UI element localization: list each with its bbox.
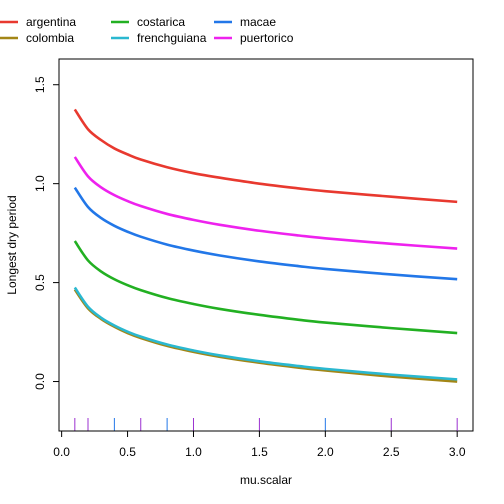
legend-label: colombia [26,31,74,45]
series-lines [73,108,458,383]
series-line-costarica [73,240,458,335]
y-tick-label: 0.0 [33,373,47,390]
rug-marks [74,418,458,431]
x-axis: 0.0 0.5 1.0 1.5 2.0 2.5 3.0 [53,430,466,459]
x-axis-label: mu.scalar [240,473,292,487]
y-axis-label: Longest dry period [5,195,19,294]
legend-label: costarica [137,15,185,29]
legend: argentina colombia costarica frenchguiana ma… [0,15,294,45]
legend-label: puertorico [240,31,294,45]
y-tick-label: 0.5 [33,274,47,291]
legend-item-puertorico: puertorico [214,31,294,45]
x-tick-label: 0.5 [119,445,136,459]
x-tick-label: 1.0 [185,445,202,459]
x-tick-label: 2.0 [317,445,334,459]
y-axis: 0.0 0.5 1.0 1.5 [33,76,60,390]
legend-item-costarica: costarica [111,15,185,29]
x-tick-label: 3.0 [449,445,466,459]
series-line-macae [73,186,458,281]
y-tick-label: 1.5 [33,76,47,93]
legend-label: macae [240,15,276,29]
legend-label: argentina [26,15,76,29]
legend-label: frenchguiana [137,31,207,45]
x-tick-label: 2.5 [383,445,400,459]
x-tick-label: 0.0 [53,445,70,459]
series-line-argentina [73,108,458,204]
legend-item-colombia: colombia [0,31,74,45]
series-line-frenchguiana [73,286,458,381]
x-tick-label: 1.5 [251,445,268,459]
legend-item-macae: macae [214,15,276,29]
series-line-colombia [73,288,458,383]
series-line-puertorico [73,156,458,250]
legend-item-argentina: argentina [0,15,76,29]
legend-item-frenchguiana: frenchguiana [111,31,207,45]
y-tick-label: 1.0 [33,175,47,192]
